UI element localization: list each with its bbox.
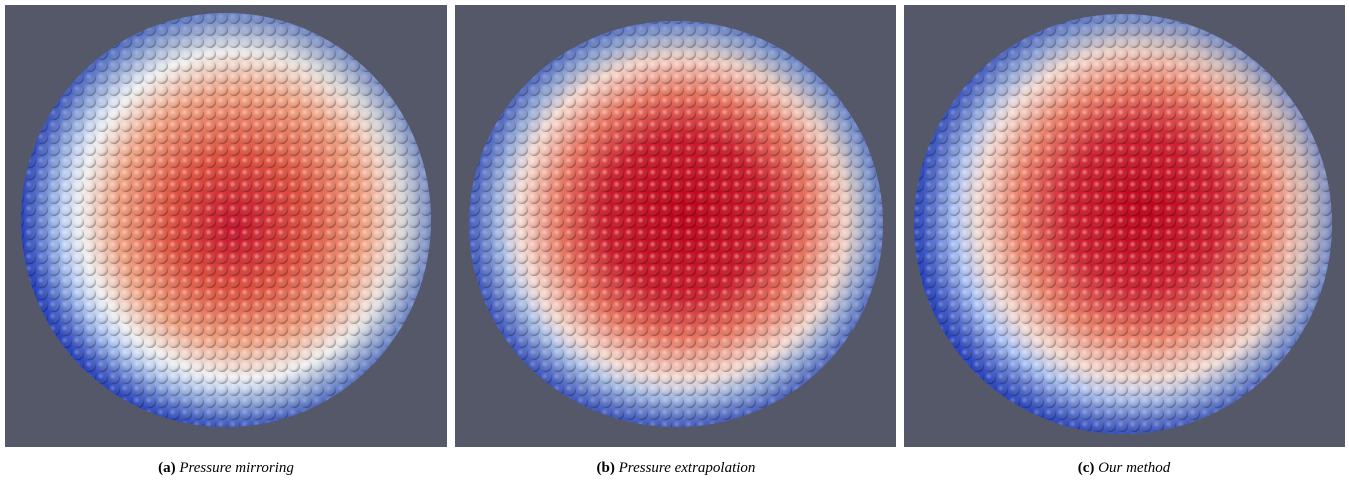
sphere-shade xyxy=(469,21,883,427)
panel-c: (c) Our method xyxy=(904,5,1345,476)
caption-label: (b) xyxy=(597,460,615,476)
caption: (a) Pressure mirroring xyxy=(158,460,294,476)
sphere-shade xyxy=(21,13,431,427)
caption-label: (a) xyxy=(158,460,176,476)
caption: (b) Pressure extrapolation xyxy=(597,460,756,476)
caption: (c) Our method xyxy=(1078,460,1171,476)
caption-text: Pressure extrapolation xyxy=(618,460,756,476)
caption-label: (c) xyxy=(1078,460,1095,476)
panel-a: (a) Pressure mirroring xyxy=(5,5,447,476)
figure: (a) Pressure mirroring (b) Pressure extr… xyxy=(0,0,1349,486)
panel-b: (b) Pressure extrapolation xyxy=(455,5,896,476)
sphere-shade xyxy=(914,14,1332,434)
caption-text: Pressure mirroring xyxy=(178,460,294,476)
caption-text: Our method xyxy=(1098,460,1171,476)
